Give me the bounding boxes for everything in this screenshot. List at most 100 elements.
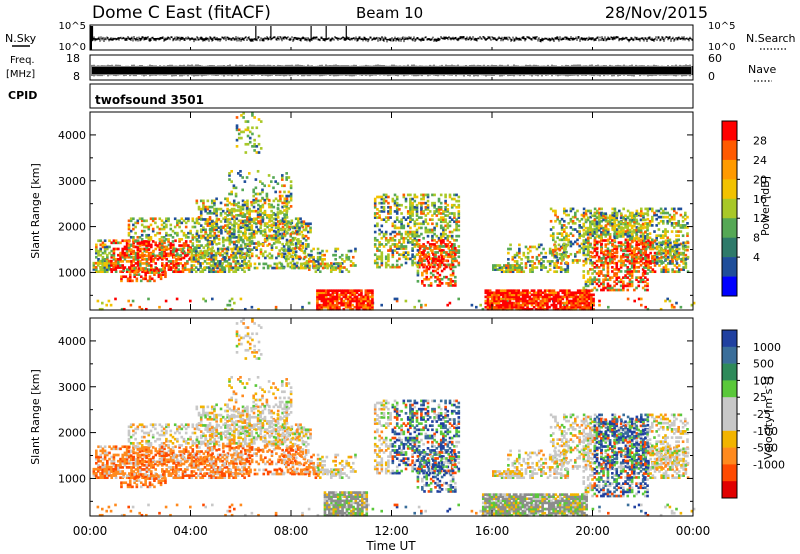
range-cell [615, 261, 619, 265]
range-cell [600, 288, 603, 292]
range-cell [615, 236, 619, 240]
range-cell [227, 266, 231, 269]
range-cell [191, 242, 195, 245]
range-cell [593, 232, 597, 235]
range-cell [416, 273, 420, 277]
freq-tick-top: 18 [66, 52, 80, 65]
range-cell [281, 232, 284, 236]
range-cell [426, 234, 430, 238]
range-cell [683, 248, 687, 252]
range-cell [393, 193, 397, 197]
range-cell [395, 263, 399, 267]
range-cell [261, 244, 265, 247]
range-cell [420, 222, 423, 226]
range-cell [248, 218, 251, 221]
range-cell [586, 257, 590, 261]
range-cell [376, 222, 379, 226]
range-cell [617, 288, 621, 292]
range-cell [395, 259, 399, 263]
range-cell [423, 284, 426, 287]
range-cell [268, 252, 272, 256]
range-cell [259, 226, 262, 230]
range-cell [445, 275, 448, 279]
range-cell [252, 205, 256, 209]
range-cell [122, 269, 125, 272]
range-cell [637, 257, 641, 260]
range-cell [639, 230, 643, 234]
range-cell [272, 211, 276, 215]
range-cell [427, 267, 431, 271]
range-cell [232, 232, 236, 236]
range-cell [247, 268, 251, 271]
range-cell [542, 255, 545, 259]
range-cell [239, 219, 243, 223]
range-cell [199, 211, 203, 215]
range-cell [204, 219, 208, 223]
range-cell [604, 257, 608, 260]
range-cell [323, 257, 326, 261]
range-cell [580, 213, 584, 217]
range-cell [167, 233, 170, 237]
range-cell [558, 248, 562, 252]
range-cell [672, 215, 676, 219]
range-cell [259, 222, 262, 225]
range-cell [393, 230, 397, 234]
range-cell [578, 250, 581, 254]
range-cell [114, 239, 118, 243]
range-cell [637, 251, 641, 255]
freq-unit: [MHz] [6, 69, 35, 80]
range-cell [204, 238, 208, 241]
range-cell [199, 264, 202, 267]
range-cell [136, 252, 140, 256]
range-cell [276, 213, 280, 216]
range-cell [112, 268, 116, 271]
range-cell [417, 234, 421, 238]
range-cell [112, 239, 116, 243]
range-cell [617, 280, 621, 284]
range-cell [210, 234, 214, 238]
range-cell [613, 214, 616, 218]
range-cell [178, 219, 181, 223]
range-cell [413, 238, 417, 242]
range-cell [376, 216, 379, 219]
range-cell [518, 266, 521, 269]
range-cell [402, 224, 406, 228]
range-cell [221, 262, 224, 265]
range-cell [279, 211, 282, 215]
range-cell [343, 260, 346, 263]
range-cell [307, 260, 311, 263]
range-cell [208, 247, 211, 251]
range-cell [591, 220, 594, 224]
range-cell [423, 249, 426, 252]
range-cell [201, 251, 205, 255]
range-cell [602, 268, 605, 271]
range-cell [420, 253, 423, 257]
range-cell [622, 217, 625, 221]
range-cell [121, 260, 125, 263]
range-cell [427, 284, 431, 287]
range-cell [429, 244, 433, 248]
range-cell [626, 253, 630, 257]
range-cell [582, 253, 586, 257]
range-cell [578, 230, 581, 233]
range-cell [611, 207, 614, 211]
range-cell [162, 225, 166, 229]
range-cell [279, 197, 282, 201]
range-cell [556, 232, 559, 235]
range-cell [174, 268, 177, 271]
range-cell [97, 239, 100, 243]
range-cell [451, 257, 455, 260]
range-cell [257, 229, 261, 233]
range-cell [434, 255, 437, 258]
range-cell [169, 251, 173, 255]
range-cell [298, 241, 301, 244]
range-cell [646, 226, 649, 230]
range-cell [571, 261, 575, 264]
range-cell [562, 242, 566, 246]
range-cell [246, 205, 249, 209]
range-cell [443, 263, 446, 267]
range-cell [551, 238, 555, 242]
range-cell [343, 266, 346, 269]
range-cell [382, 193, 386, 197]
range-cell [389, 249, 392, 252]
